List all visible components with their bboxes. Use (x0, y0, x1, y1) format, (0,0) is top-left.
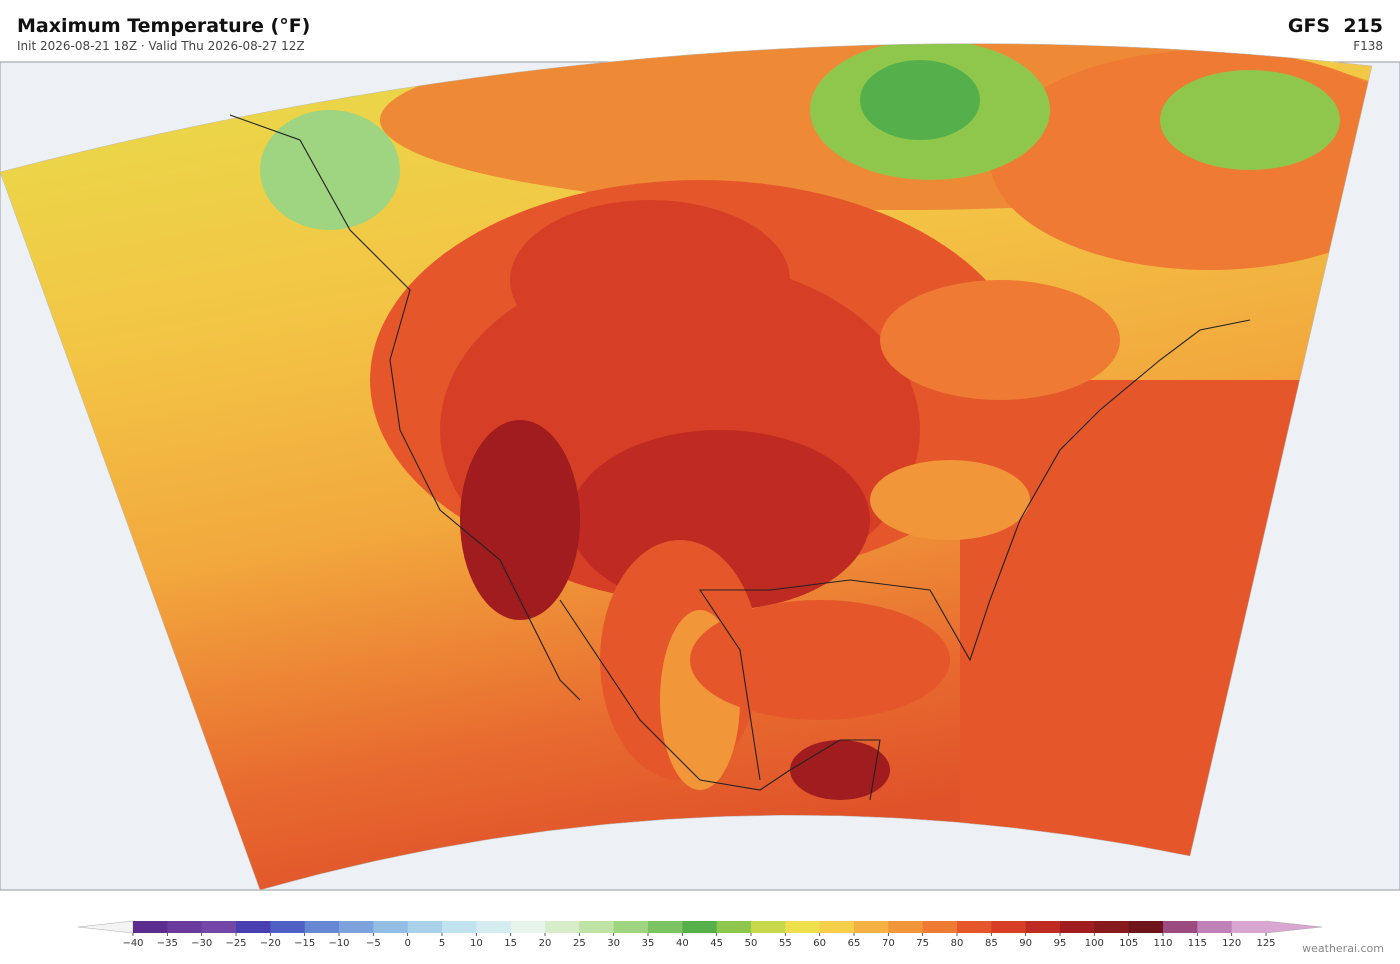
colorbar-tick-label: −40 (122, 938, 143, 949)
colorbar-bin (613, 921, 649, 933)
colorbar-bin (407, 921, 443, 933)
colorbar-bin (957, 921, 992, 933)
colorbar-tick-label: 85 (985, 938, 998, 949)
colorbar-tick-label: 70 (882, 938, 895, 949)
colorbar-bin (442, 921, 477, 933)
colorbar-bin (716, 921, 752, 933)
colorbar-bin (1128, 921, 1164, 933)
colorbar-bin (922, 921, 958, 933)
colorbar-tick-label: 5 (439, 938, 445, 949)
colorbar-tick-label: −5 (366, 938, 381, 949)
colorbar-tick-label: 35 (642, 938, 655, 949)
colorbar-tick-label: −25 (225, 938, 246, 949)
model-label: GFS 215 (1287, 15, 1383, 37)
colorbar-tick-label: 15 (504, 938, 517, 949)
colorbar-bin (888, 921, 924, 933)
colorbar-bin (785, 921, 821, 933)
colorbar-tick-label: −10 (328, 938, 349, 949)
colorbar-tick-label: 75 (916, 938, 929, 949)
colorbar-under (77, 920, 134, 934)
title: Maximum Temperature (°F) (17, 15, 311, 37)
colorbar-tick-label: −35 (157, 938, 178, 949)
colorbar-tick-label: −20 (260, 938, 281, 949)
colorbar-tick-label: 105 (1119, 938, 1138, 949)
colorbar-bin (236, 921, 271, 933)
colorbar-bin (270, 921, 306, 933)
forecast-hour: F138 (1353, 39, 1383, 53)
colorbar-bin (1231, 921, 1267, 933)
colorbar-bin (476, 921, 512, 933)
colorbar-tick-label: 30 (607, 938, 620, 949)
colorbar-tick-label: 100 (1085, 938, 1104, 949)
colorbar-bin (304, 921, 340, 933)
colorbar: −40 −35 −30 −25 −20 −15 −10 −5 0 5 10 15 20 25 30 35 40 4… (77, 920, 1323, 949)
colorbar-tick-label: 20 (539, 938, 552, 949)
colorbar-tick-label: 40 (676, 938, 689, 949)
colorbar-bin (751, 921, 786, 933)
colorbar-tick-label: 50 (745, 938, 758, 949)
coastline (229, 114, 1251, 801)
subtitle: Init 2026-08-21 18Z · Valid Thu 2026-08-… (17, 39, 305, 53)
colorbar-tick-label: −30 (191, 938, 212, 949)
colorbar-bin (545, 921, 580, 933)
colorbar-tick-label: 25 (573, 938, 586, 949)
credit: weatherai.com (1302, 942, 1384, 955)
colorbar-bin (1163, 921, 1198, 933)
colorbar-tick-label: 95 (1054, 938, 1067, 949)
colorbar-tick-label: 110 (1153, 938, 1172, 949)
colorbar-bin (201, 921, 237, 933)
colorbar-bin (339, 921, 374, 933)
colorbar-bin (510, 921, 546, 933)
colorbar-tick-label: 55 (779, 938, 792, 949)
colorbar-bin (1094, 921, 1130, 933)
colorbar-tick-label: 115 (1188, 938, 1207, 949)
colorbar-bin (991, 921, 1027, 933)
colorbar-tick-label: 10 (470, 938, 483, 949)
colorbar-bin (682, 921, 718, 933)
colorbar-tick-label: 45 (710, 938, 723, 949)
colorbar-tick-label: 80 (951, 938, 964, 949)
colorbar-bin (819, 921, 855, 933)
colorbar-bin (579, 921, 615, 933)
colorbar-tick-label: 120 (1222, 938, 1241, 949)
colorbar-tick-label: 125 (1256, 938, 1275, 949)
colorbar-tick-label: 0 (404, 938, 410, 949)
colorbar-bin (167, 921, 203, 933)
colorbar-bin (1197, 921, 1233, 933)
colorbar-bin (854, 921, 889, 933)
colorbar-bin (1025, 921, 1061, 933)
colorbar-tick-label: −15 (294, 938, 315, 949)
colorbar-bin (1060, 921, 1095, 933)
colorbar-over (1265, 920, 1323, 934)
colorbar-tick-label: 60 (813, 938, 826, 949)
colorbar-tick-label: 65 (848, 938, 861, 949)
colorbar-tick-label: 90 (1019, 938, 1032, 949)
colorbar-bin (373, 921, 409, 933)
colorbar-bin (133, 921, 168, 933)
colorbar-bin (648, 921, 683, 933)
